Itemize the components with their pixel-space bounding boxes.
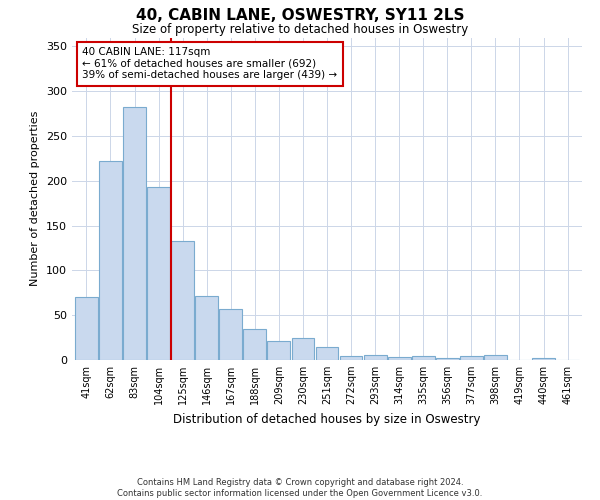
Bar [340,356,362,360]
Bar [195,296,218,360]
X-axis label: Distribution of detached houses by size in Oswestry: Distribution of detached houses by size … [173,412,481,426]
Bar [484,354,507,360]
Bar [436,358,459,360]
Text: 40, CABIN LANE, OSWESTRY, SY11 2LS: 40, CABIN LANE, OSWESTRY, SY11 2LS [136,8,464,22]
Bar [171,241,194,360]
Bar [532,358,555,360]
Y-axis label: Number of detached properties: Number of detached properties [31,111,40,286]
Bar [99,161,122,360]
Bar [388,358,410,360]
Bar [316,348,338,360]
Bar [268,341,290,360]
Bar [123,108,146,360]
Bar [147,187,170,360]
Bar [292,338,314,360]
Bar [75,298,98,360]
Text: Size of property relative to detached houses in Oswestry: Size of property relative to detached ho… [132,22,468,36]
Bar [220,309,242,360]
Text: 40 CABIN LANE: 117sqm
← 61% of detached houses are smaller (692)
39% of semi-det: 40 CABIN LANE: 117sqm ← 61% of detached … [82,47,337,80]
Bar [460,356,483,360]
Bar [412,356,434,360]
Text: Contains HM Land Registry data © Crown copyright and database right 2024.
Contai: Contains HM Land Registry data © Crown c… [118,478,482,498]
Bar [244,328,266,360]
Bar [364,354,386,360]
